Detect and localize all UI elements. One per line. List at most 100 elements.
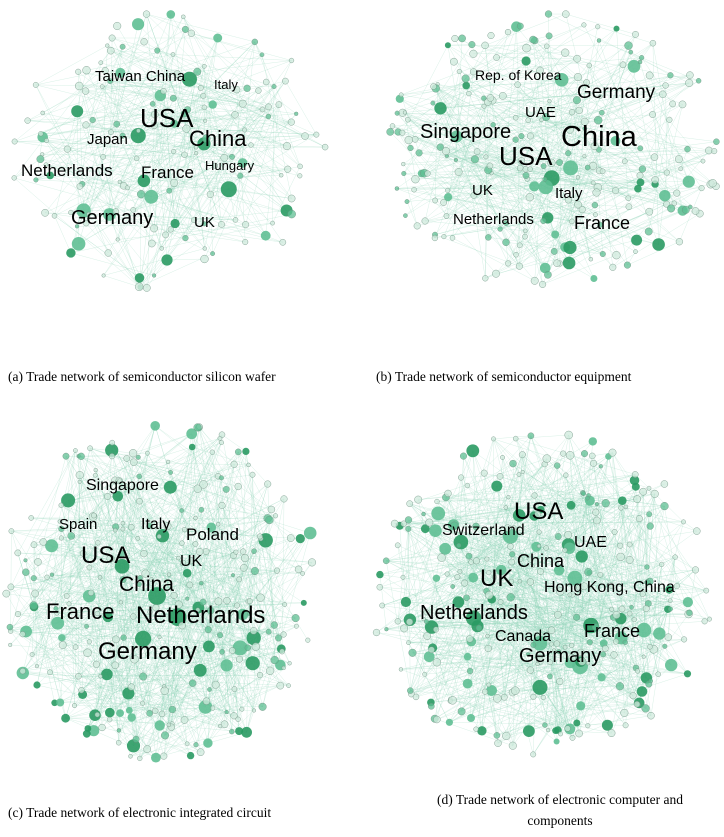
trade-edge: [436, 454, 523, 663]
country-node: [149, 101, 156, 107]
label-usa: USA: [140, 103, 194, 133]
trade-edge: [435, 88, 517, 255]
trade-edge: [203, 143, 326, 148]
trade-edge: [89, 448, 168, 527]
trade-edge: [564, 475, 567, 648]
trade-edge: [115, 529, 234, 556]
trade-edge: [262, 604, 285, 707]
trade-edge: [139, 501, 160, 537]
trade-edge: [404, 112, 546, 269]
trade-edge: [71, 535, 200, 552]
country-node: [526, 652, 531, 657]
country-node: [530, 276, 539, 285]
country-node: [398, 92, 404, 98]
trade-edge: [49, 672, 144, 677]
trade-edge: [488, 545, 621, 573]
country-node: [494, 739, 502, 747]
country-node: [615, 682, 625, 691]
trade-edge: [429, 495, 589, 523]
trade-edge: [484, 556, 583, 692]
trade-edge: [79, 438, 220, 483]
country-node: [575, 106, 583, 115]
trade-edge: [51, 545, 83, 695]
trade-edge: [55, 608, 188, 744]
country-node: [300, 571, 305, 576]
country-node: [256, 593, 265, 602]
country-node: [246, 462, 251, 468]
trade-edge: [467, 531, 540, 657]
trade-edge: [85, 78, 190, 92]
country-node: [295, 534, 305, 544]
trade-edge: [415, 630, 552, 698]
country-node: [220, 153, 229, 162]
trade-edge: [537, 493, 655, 665]
trade-edge: [429, 522, 671, 601]
country-node: [673, 189, 681, 197]
trade-edge: [464, 583, 488, 637]
country-node: [266, 666, 275, 675]
trade-edge: [434, 26, 517, 239]
trade-edge: [87, 536, 160, 729]
trade-edge: [187, 87, 202, 110]
country-node: [631, 234, 643, 246]
country-node: [194, 151, 199, 156]
country-node: [202, 246, 207, 251]
trade-edge: [533, 515, 559, 731]
trade-edge: [497, 603, 649, 744]
trade-edge: [10, 644, 227, 666]
country-node: [631, 471, 639, 478]
country-node: [684, 145, 691, 153]
country-node: [556, 587, 565, 596]
country-node: [142, 10, 151, 18]
trade-edge: [35, 66, 205, 181]
country-node: [486, 162, 494, 170]
country-node: [675, 238, 684, 246]
country-node: [590, 180, 596, 186]
trade-edge: [110, 558, 303, 574]
trade-edge: [399, 98, 516, 140]
trade-edge: [545, 547, 583, 662]
trade-edge: [510, 556, 676, 598]
country-node: [38, 131, 44, 137]
trade-edge: [520, 559, 710, 620]
country-node: [22, 568, 30, 576]
trade-edge: [530, 670, 534, 697]
country-node: [509, 551, 516, 558]
trade-edge: [154, 425, 235, 690]
country-node: [636, 171, 644, 179]
trade-edge: [473, 617, 617, 642]
trade-edge: [427, 173, 583, 210]
country-node: [553, 738, 560, 745]
country-node: [179, 559, 187, 567]
country-node: [629, 604, 634, 610]
country-node: [63, 145, 71, 153]
country-node: [547, 659, 553, 666]
trade-edge: [443, 220, 544, 237]
trade-edge: [184, 519, 270, 530]
trade-edge: [404, 613, 689, 629]
trade-edge: [109, 54, 263, 215]
country-node: [279, 172, 284, 178]
trade-edge: [122, 489, 227, 530]
trade-edge: [407, 119, 531, 170]
country-node: [86, 211, 91, 217]
trade-edge: [570, 148, 641, 169]
trade-edge: [70, 46, 123, 253]
country-node: [143, 745, 151, 753]
trade-edge: [184, 719, 188, 744]
country-node: [503, 220, 510, 227]
country-node: [43, 162, 49, 167]
trade-edge: [183, 16, 282, 176]
trade-edge: [410, 578, 437, 691]
trade-edge: [45, 212, 236, 221]
country-node: [665, 658, 678, 672]
country-node: [87, 445, 93, 452]
trade-edge: [408, 465, 558, 530]
trade-edge: [487, 576, 495, 637]
country-node: [508, 741, 517, 750]
trade-edge: [433, 86, 552, 179]
trade-edge: [630, 51, 671, 76]
trade-edge: [54, 651, 283, 704]
country-node: [503, 505, 509, 510]
trade-edge: [525, 60, 552, 179]
